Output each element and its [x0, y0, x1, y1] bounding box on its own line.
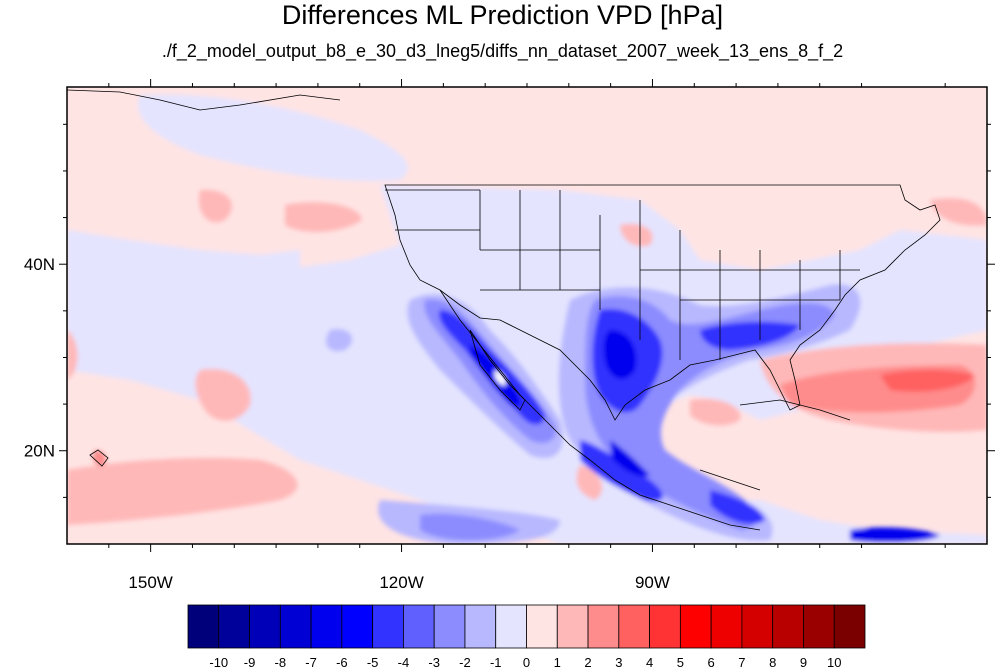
- colorbar-box: [741, 604, 774, 649]
- colorbar-label: 0: [523, 655, 530, 670]
- axis-ticks: 40N 20N 150W 120W 90W: [24, 79, 995, 592]
- colorbar-box: [433, 604, 466, 649]
- colorbar-label: 5: [677, 655, 684, 670]
- colorbar-label: 9: [800, 655, 807, 670]
- colorbar-label: -5: [367, 655, 379, 670]
- lon-tick-label: 90W: [635, 573, 670, 592]
- colorbar-box: [526, 604, 558, 649]
- colorbar-box: [310, 604, 343, 649]
- colorbar-label: -6: [336, 655, 348, 670]
- colorbar-box: [649, 604, 681, 649]
- colorbar-label: 4: [646, 655, 653, 670]
- colorbar-label: -10: [209, 655, 228, 670]
- lon-tick-label: 150W: [128, 573, 172, 592]
- colorbar-box: [556, 604, 589, 649]
- colorbar-label: -4: [398, 655, 410, 670]
- colorbar-box: [803, 604, 835, 649]
- colorbar-label: 8: [769, 655, 776, 670]
- colorbar-label: -2: [459, 655, 471, 670]
- lat-tick-label: 40N: [24, 255, 55, 274]
- colorbar-boxes: [187, 604, 866, 649]
- colorbar-label: -7: [305, 655, 317, 670]
- colorbar-box: [772, 604, 804, 649]
- colorbar-label: 3: [615, 655, 622, 670]
- colorbar-box: [833, 604, 866, 649]
- colorbar-label: -8: [275, 655, 287, 670]
- colorbar-box: [249, 604, 281, 649]
- colorbar-box: [710, 604, 743, 649]
- colorbar-box: [618, 604, 650, 649]
- colorbar-box: [464, 604, 497, 649]
- coastline-outlines: [67, 89, 941, 531]
- colorbar-label: 6: [708, 655, 715, 670]
- vpd-difference-field: [67, 87, 987, 544]
- colorbar-box: [279, 604, 312, 649]
- colorbar-label: 10: [827, 655, 841, 670]
- colorbar-label: 7: [738, 655, 745, 670]
- colorbar-box: [218, 604, 250, 649]
- colorbar-box: [495, 604, 527, 649]
- colorbar-box: [587, 604, 620, 649]
- lat-tick-label: 20N: [24, 442, 55, 461]
- colorbar-box: [187, 604, 220, 649]
- colorbar-box: [341, 604, 374, 649]
- colorbar-labels: -10 -9 -8 -7 -6 -5 -4 -3 -2 -1 0 1 2 3 4 5 6 7 8 9 10: [209, 655, 841, 670]
- colorbar-label: 2: [584, 655, 591, 670]
- map-title: Differences ML Prediction VPD [hPa]: [281, 0, 724, 30]
- map-subtitle: ./f_2_model_output_b8_e_30_d3_lneg5/diff…: [161, 41, 844, 61]
- lon-tick-label: 120W: [379, 573, 423, 592]
- colorbar-label: 1: [554, 655, 561, 670]
- colorbar-label: -3: [428, 655, 440, 670]
- colorbar-box: [372, 604, 404, 649]
- colorbar-label: -9: [244, 655, 256, 670]
- colorbar-box: [403, 604, 435, 649]
- colorbar-box: [679, 604, 712, 649]
- colorbar-label: -1: [490, 655, 502, 670]
